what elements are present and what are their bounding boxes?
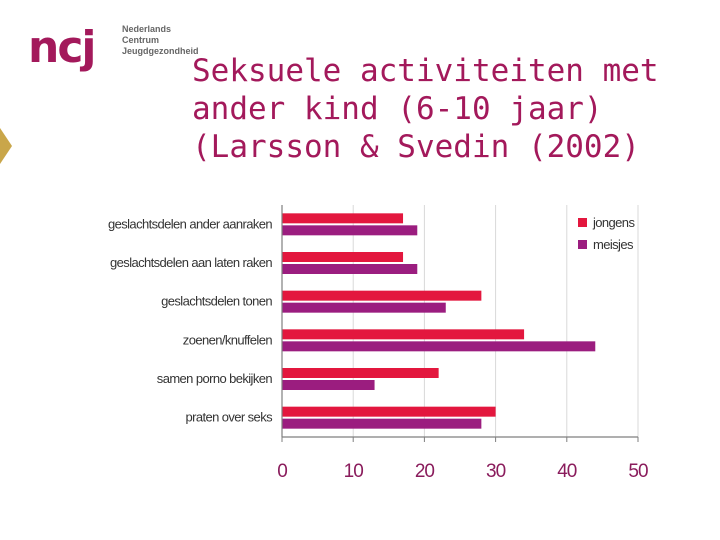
x-tick-label: 0 [277,461,287,482]
x-tick-label: 10 [344,461,364,482]
bar-meisjes [282,302,446,313]
slide-title: Seksuele activiteiten met ander kind (6-… [192,52,712,166]
logo-line-1: Nederlands [122,24,172,34]
logo-line-3: Jeugdgezondheid [122,46,199,56]
title-line-2: ander kind (6-10 jaar) [192,91,603,127]
bar-jongens [282,368,439,378]
bar-jongens [282,290,482,301]
bar-meisjes [282,418,482,429]
legend-label-jongens: jongens [592,215,635,230]
logo-line-2: Centrum [122,35,160,45]
bar-jongens [282,213,404,224]
logo-mark: ncj [28,22,96,73]
category-label: geslachtsdelen tonen [161,294,272,309]
category-label: geslachtsdelen aan laten raken [110,255,272,270]
ncj-logo: ncj Nederlands Centrum Jeugdgezondheid [22,22,212,72]
category-label: zoenen/knuffelen [183,332,273,347]
category-label: samen porno bekijken [157,371,273,386]
legend-swatch-jongens [578,218,587,227]
category-label: geslachtsdelen ander aanraken [108,216,272,231]
slide-arrow-icon [0,128,12,164]
x-tick-label: 40 [557,461,577,482]
bar-jongens [282,329,525,340]
category-label: praten over seks [185,410,273,425]
title-line-1: Seksuele activiteiten met [192,53,659,89]
bar-jongens [282,406,496,417]
x-tick-label: 20 [415,461,435,482]
bar-meisjes [282,225,418,236]
legend-label-meisjes: meisjes [593,237,634,252]
bar-jongens [282,252,404,262]
legend-swatch-meisjes [578,240,587,249]
title-line-3: (Larsson & Svedin (2002) [192,129,640,165]
bar-meisjes [282,380,375,390]
bar-meisjes [282,341,596,352]
logo-text: Nederlands Centrum Jeugdgezondheid [122,24,199,57]
x-tick-label: 50 [628,461,648,482]
x-tick-label: 30 [486,461,506,482]
bar-meisjes [282,264,418,274]
